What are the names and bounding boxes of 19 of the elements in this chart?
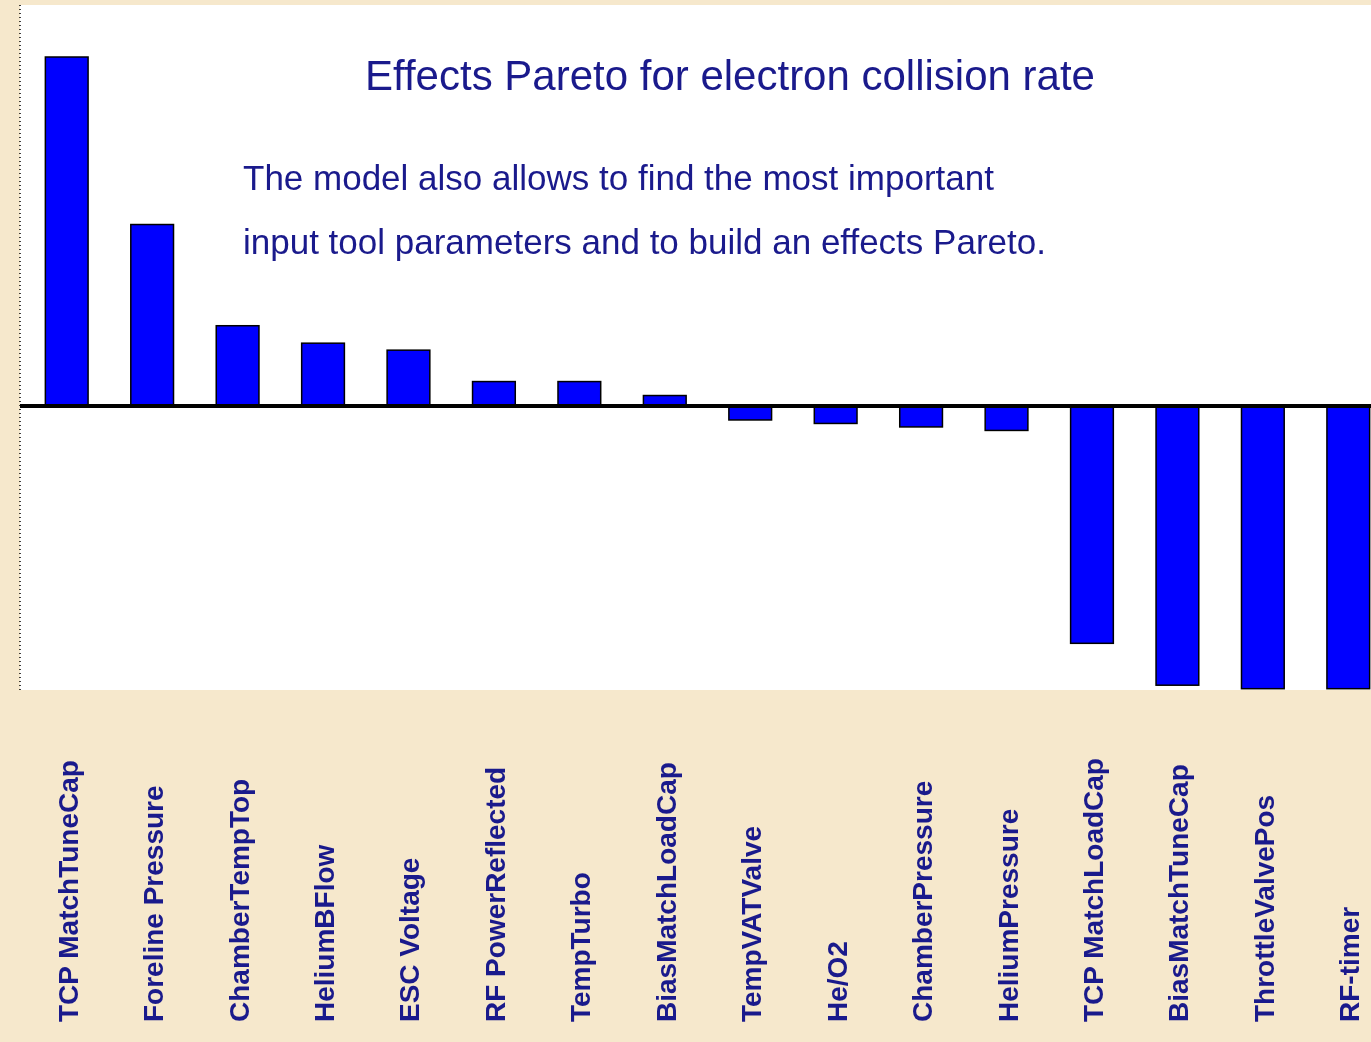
x-tick-label: ChamberTempTop xyxy=(223,778,255,1022)
x-tick-label: TempVATValve xyxy=(736,825,768,1022)
chart-title: Effects Pareto for electron collision rate xyxy=(365,52,1095,99)
annotation: The model also allows to find the most important xyxy=(243,158,995,197)
x-tick-label: HeliumPressure xyxy=(992,808,1024,1022)
x-tick-label: ChamberPressure xyxy=(907,780,939,1022)
x-tick-label: RF PowerReflected xyxy=(479,766,511,1022)
x-tick-label: TCP MatchLoadCap xyxy=(1077,758,1109,1022)
x-tick-label: TCP MatchTuneCap xyxy=(52,760,84,1022)
x-tick-label: ESC Voltage xyxy=(394,857,426,1022)
annotation: input tool parameters and to build an effects Pareto. xyxy=(243,222,1046,261)
x-tick-label: BiasMatchTuneCap xyxy=(1163,764,1195,1022)
x-tick-label: RF-timer xyxy=(1334,906,1366,1022)
x-tick-label: BiasMatchLoadCap xyxy=(650,762,682,1022)
x-tick-label: HeliumBFlow xyxy=(309,844,341,1022)
x-tick-label: ThrottleValvePos xyxy=(1248,794,1280,1022)
x-tick-label: Foreline Pressure xyxy=(138,785,170,1022)
x-tick-label: TempTurbo xyxy=(565,872,597,1022)
x-tick-label: He/O2 xyxy=(821,941,853,1022)
